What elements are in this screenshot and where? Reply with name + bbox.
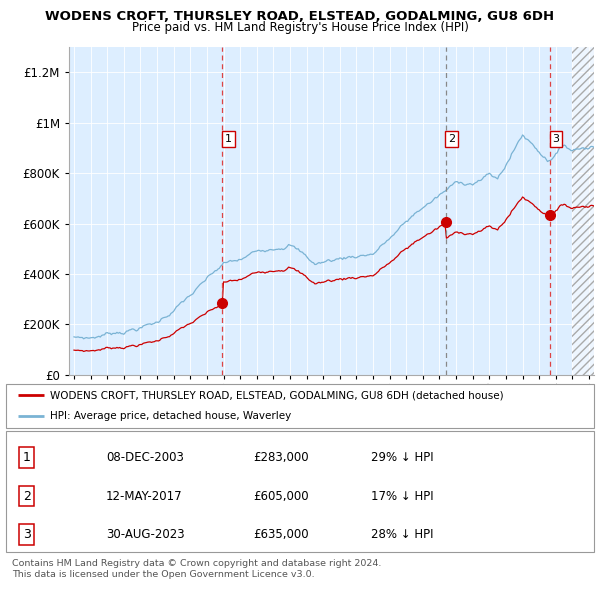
Text: HPI: Average price, detached house, Waverley: HPI: Average price, detached house, Wave… bbox=[50, 411, 292, 421]
Text: 1: 1 bbox=[23, 451, 31, 464]
Text: 2: 2 bbox=[23, 490, 31, 503]
Text: 29% ↓ HPI: 29% ↓ HPI bbox=[371, 451, 433, 464]
Text: £635,000: £635,000 bbox=[253, 528, 308, 541]
Text: This data is licensed under the Open Government Licence v3.0.: This data is licensed under the Open Gov… bbox=[12, 570, 314, 579]
Text: 17% ↓ HPI: 17% ↓ HPI bbox=[371, 490, 433, 503]
Text: 30-AUG-2023: 30-AUG-2023 bbox=[106, 528, 185, 541]
Text: £283,000: £283,000 bbox=[253, 451, 308, 464]
Text: 28% ↓ HPI: 28% ↓ HPI bbox=[371, 528, 433, 541]
Text: 3: 3 bbox=[23, 528, 31, 541]
Text: 1: 1 bbox=[225, 134, 232, 144]
Text: Price paid vs. HM Land Registry's House Price Index (HPI): Price paid vs. HM Land Registry's House … bbox=[131, 21, 469, 34]
Text: 3: 3 bbox=[553, 134, 560, 144]
Bar bbox=[572, 47, 594, 375]
Text: 12-MAY-2017: 12-MAY-2017 bbox=[106, 490, 182, 503]
Text: Contains HM Land Registry data © Crown copyright and database right 2024.: Contains HM Land Registry data © Crown c… bbox=[12, 559, 382, 568]
FancyBboxPatch shape bbox=[6, 384, 594, 428]
Text: 2: 2 bbox=[448, 134, 455, 144]
FancyBboxPatch shape bbox=[6, 431, 594, 552]
Text: WODENS CROFT, THURSLEY ROAD, ELSTEAD, GODALMING, GU8 6DH (detached house): WODENS CROFT, THURSLEY ROAD, ELSTEAD, GO… bbox=[50, 391, 504, 401]
Bar bbox=[572, 47, 594, 375]
Text: WODENS CROFT, THURSLEY ROAD, ELSTEAD, GODALMING, GU8 6DH: WODENS CROFT, THURSLEY ROAD, ELSTEAD, GO… bbox=[46, 10, 554, 23]
Text: £605,000: £605,000 bbox=[253, 490, 308, 503]
Text: 08-DEC-2003: 08-DEC-2003 bbox=[106, 451, 184, 464]
